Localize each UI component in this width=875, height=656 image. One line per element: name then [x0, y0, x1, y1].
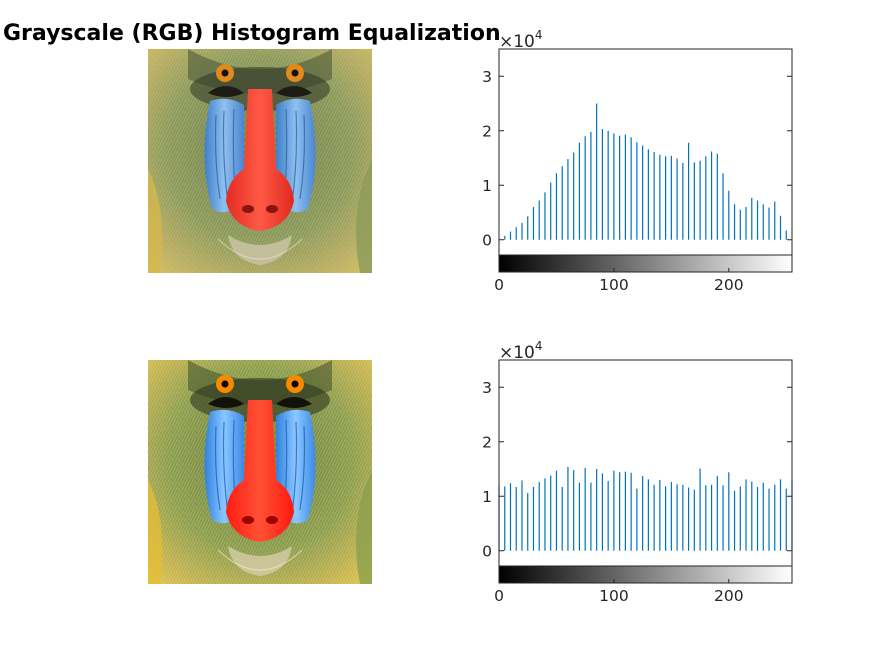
y-tick-label: 1	[482, 177, 492, 195]
axes-box	[498, 359, 793, 567]
y-tick-label: 3	[482, 68, 492, 86]
y-multiplier: ×104	[499, 339, 543, 363]
histogram-original: 0 1 2 3 ×104 0 100 200	[482, 28, 793, 294]
x-tick-label: 0	[494, 587, 504, 605]
histogram-equalized: 0 1 2 3 ×104 0 100 200	[482, 339, 793, 605]
x-tick-label: 200	[714, 276, 744, 294]
y-tick-label: 1	[482, 488, 492, 506]
figure-title: Grayscale (RGB) Histogram Equalization	[3, 21, 501, 46]
x-tick-label: 200	[714, 587, 744, 605]
grayscale-colorbar	[498, 254, 793, 273]
grayscale-colorbar	[498, 565, 793, 584]
x-tick-label: 0	[494, 276, 504, 294]
equalized-image	[147, 359, 373, 585]
y-tick-label: 0	[482, 232, 492, 250]
y-tick-label: 3	[482, 379, 492, 397]
y-tick-label: 0	[482, 543, 492, 561]
original-image	[147, 48, 373, 274]
y-multiplier: ×104	[499, 28, 543, 52]
y-tick-label: 2	[482, 123, 492, 141]
y-tick-label: 2	[482, 434, 492, 452]
axes-box	[498, 48, 793, 256]
x-tick-label: 100	[599, 276, 629, 294]
x-tick-label: 100	[599, 587, 629, 605]
